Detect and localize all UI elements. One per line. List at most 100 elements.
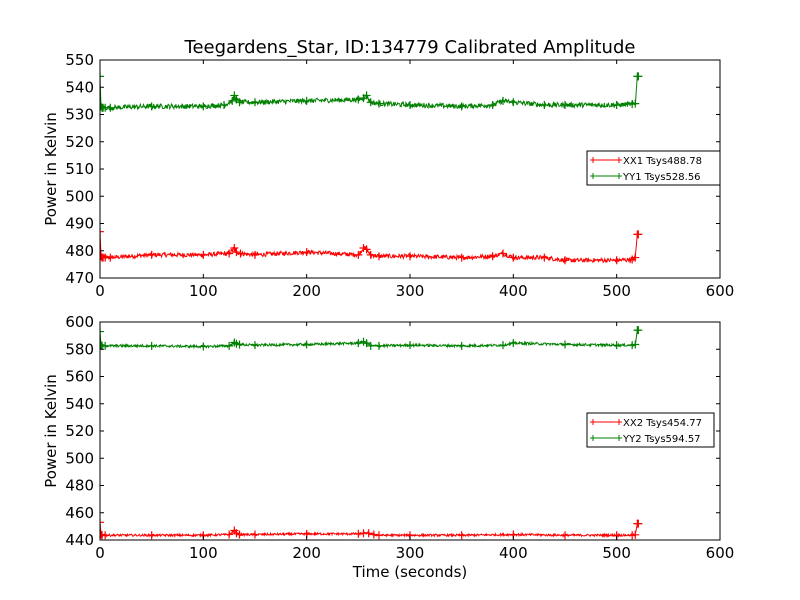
data-point-marker xyxy=(561,340,569,349)
data-point-marker xyxy=(225,249,234,258)
data-point-marker xyxy=(366,250,375,259)
data-point-marker xyxy=(406,100,414,109)
x-tick-label: 0 xyxy=(95,282,105,300)
data-point-marker xyxy=(634,230,643,239)
legend-marker xyxy=(616,157,622,163)
x-tick-label: 600 xyxy=(706,282,735,300)
x-tick-label: 400 xyxy=(499,282,528,300)
series-line xyxy=(100,329,639,350)
data-point-marker xyxy=(364,529,373,538)
data-point-marker xyxy=(362,339,371,348)
x-tick-label: 100 xyxy=(189,282,218,300)
x-tick-label: 300 xyxy=(396,544,425,562)
plot-area xyxy=(100,326,643,540)
data-point-marker xyxy=(302,340,311,349)
data-point-marker xyxy=(509,253,518,262)
data-point-marker xyxy=(366,341,375,350)
data-point-marker xyxy=(147,250,156,259)
data-point-marker xyxy=(100,518,104,527)
data-point-marker xyxy=(225,341,234,350)
y-tick-label: 580 xyxy=(65,340,94,358)
series-2 xyxy=(100,326,643,351)
data-point-marker xyxy=(561,531,569,540)
data-point-marker xyxy=(302,96,311,105)
data-point-marker xyxy=(634,326,643,335)
data-point-marker xyxy=(631,340,640,349)
series-1 xyxy=(100,518,643,540)
data-point-marker xyxy=(354,250,363,259)
data-point-marker xyxy=(354,95,363,104)
chart-title: Teegardens_Star, ID:134779 Calibrated Am… xyxy=(184,37,636,58)
data-point-marker xyxy=(612,341,621,350)
data-point-marker xyxy=(100,227,104,236)
data-point-marker xyxy=(509,339,518,348)
data-point-marker xyxy=(147,531,156,540)
data-point-marker xyxy=(302,248,311,257)
bottom-panel: 0 100 200 300 400 500 600 440 460 480 500 520 540 560… xyxy=(42,313,734,562)
data-point-marker xyxy=(375,341,383,350)
y-tick-label: 560 xyxy=(65,368,94,386)
legend-marker xyxy=(590,173,596,179)
data-point-marker xyxy=(106,103,115,112)
data-point-marker xyxy=(457,253,466,262)
legend-item: XX1 Tsys488.78 xyxy=(590,156,702,167)
y-tick-label: 500 xyxy=(65,449,94,467)
data-point-marker xyxy=(236,249,245,258)
legend-marker xyxy=(616,435,622,441)
legend-marker xyxy=(590,419,596,425)
data-point-marker xyxy=(235,98,244,107)
y-tick-label: 480 xyxy=(65,477,94,495)
x-axis-label: Time (seconds) xyxy=(352,563,468,581)
data-point-marker xyxy=(366,98,375,107)
x-tick-label: 500 xyxy=(602,282,631,300)
legend-item: YY2 Tsys594.57 xyxy=(590,434,701,445)
data-point-marker xyxy=(199,342,208,351)
data-point-marker xyxy=(406,252,414,261)
data-point-marker xyxy=(101,531,110,540)
legend-box xyxy=(586,150,721,186)
y-tick-label: 470 xyxy=(65,269,94,287)
data-point-marker xyxy=(499,341,507,350)
series-line xyxy=(100,231,639,264)
series-2 xyxy=(100,72,643,112)
legend: XX2 Tsys454.77 YY2 Tsys594.57 xyxy=(586,412,715,448)
y-tick-label: 520 xyxy=(65,422,94,440)
y-tick-label: 520 xyxy=(65,133,94,151)
data-point-marker xyxy=(631,99,640,108)
data-point-marker xyxy=(375,252,383,261)
data-point-marker xyxy=(375,531,383,540)
legend-marker xyxy=(616,419,622,425)
y-axis-label: Power in Kelvin xyxy=(42,112,60,226)
y-tick-label: 440 xyxy=(65,531,94,549)
data-point-marker xyxy=(362,245,371,254)
legend: XX1 Tsys488.78 YY1 Tsys528.56 xyxy=(586,150,721,186)
data-point-marker xyxy=(100,341,106,350)
data-point-marker xyxy=(457,102,466,111)
y-tick-label: 460 xyxy=(65,504,94,522)
data-point-marker xyxy=(634,519,643,528)
data-point-marker xyxy=(147,341,156,350)
x-tick-label: 100 xyxy=(189,544,218,562)
data-point-marker xyxy=(101,341,110,350)
data-point-marker xyxy=(100,530,106,539)
legend-item: YY1 Tsys528.56 xyxy=(590,172,701,183)
data-point-marker xyxy=(457,341,466,350)
data-point-marker xyxy=(631,253,640,262)
y-tick-label: 600 xyxy=(65,313,94,331)
legend-label: XX1 Tsys488.78 xyxy=(623,156,702,167)
data-point-marker xyxy=(199,250,208,259)
data-point-marker xyxy=(235,530,244,539)
data-point-marker xyxy=(100,327,104,336)
data-point-marker xyxy=(561,256,569,265)
legend-marker xyxy=(590,435,596,441)
top-panel: 0 100 200 300 400 500 600 470 480 490 500 510 520 530… xyxy=(42,51,734,300)
data-point-marker xyxy=(354,339,363,348)
data-point-marker xyxy=(251,341,259,350)
y-tick-label: 490 xyxy=(65,215,94,233)
data-point-marker xyxy=(631,530,640,539)
series-line xyxy=(100,75,639,112)
y-tick-label: 500 xyxy=(65,187,94,205)
legend-label: YY2 Tsys594.57 xyxy=(622,434,701,445)
y-tick-label: 550 xyxy=(65,51,94,69)
